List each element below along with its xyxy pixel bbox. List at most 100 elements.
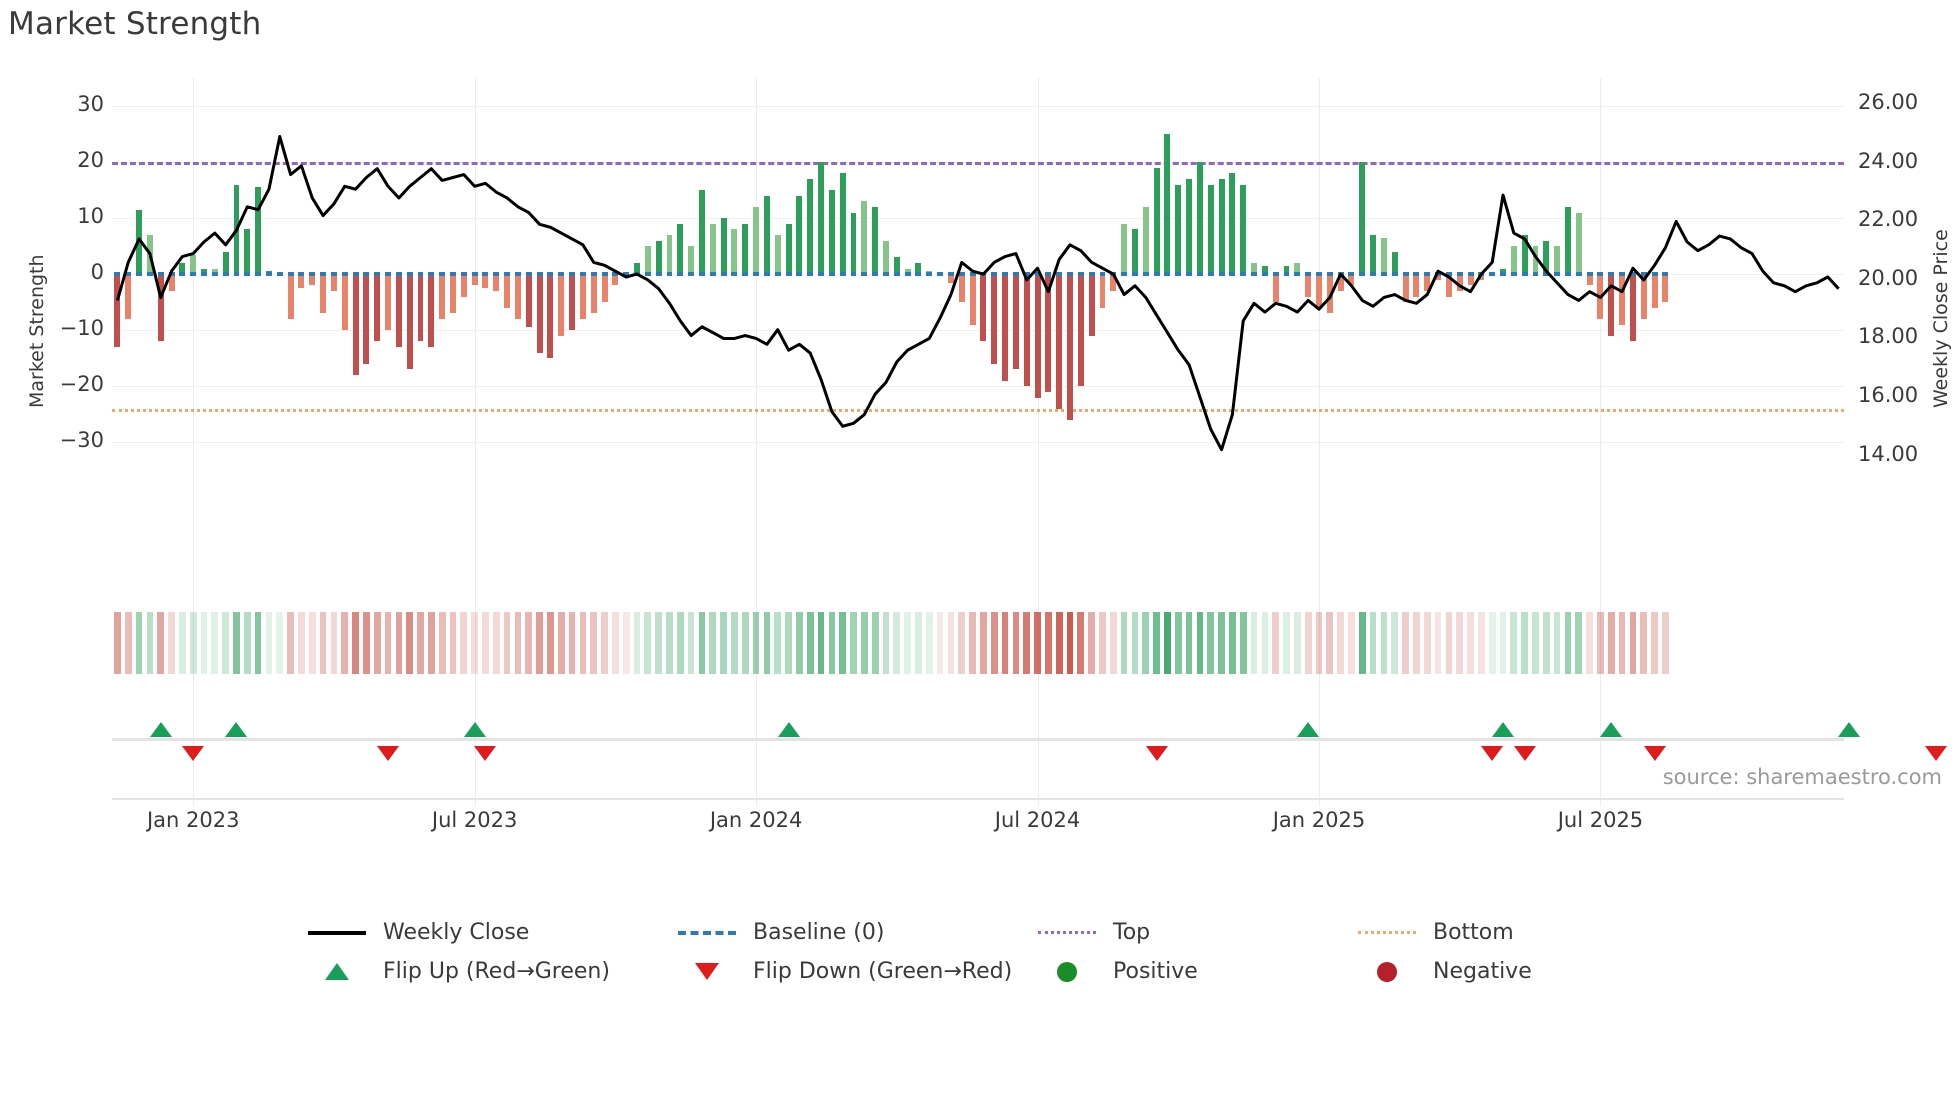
flip-down-marker-icon[interactable] xyxy=(1925,746,1947,761)
table-row xyxy=(1445,274,1452,297)
table-row xyxy=(460,274,467,297)
legend-item[interactable]: Negative xyxy=(1355,959,1655,984)
heatmap-cell xyxy=(763,612,771,674)
baseline-segment xyxy=(1218,272,1225,277)
heatmap-cell xyxy=(514,612,522,674)
table-row xyxy=(1521,234,1528,275)
heatmap-cell xyxy=(1109,612,1117,674)
table-row xyxy=(1088,274,1095,336)
heatmap-cell xyxy=(427,612,435,674)
table-row xyxy=(839,173,846,275)
baseline-segment xyxy=(1456,272,1463,277)
heatmap-cell xyxy=(179,612,186,674)
flip-up-marker-icon[interactable] xyxy=(463,722,486,737)
heatmap-cell xyxy=(568,612,576,674)
baseline-segment xyxy=(969,272,976,277)
heatmap-cell xyxy=(1510,612,1518,674)
flip-down-marker-icon[interactable] xyxy=(1145,746,1168,761)
table-row xyxy=(1402,274,1409,303)
table-row xyxy=(428,274,435,348)
heatmap-cell xyxy=(1153,612,1160,674)
table-row xyxy=(1229,173,1236,275)
table-row xyxy=(450,274,456,314)
heatmap-cell xyxy=(1066,612,1074,674)
baseline-segment xyxy=(1597,272,1604,277)
table-row xyxy=(1640,274,1647,320)
legend-item[interactable]: Weekly Close xyxy=(305,920,675,945)
heatmap-cell xyxy=(406,612,414,674)
table-row xyxy=(872,206,879,275)
threshold-line xyxy=(112,162,1844,166)
table-row xyxy=(969,274,976,325)
flip-down-marker-icon[interactable] xyxy=(182,746,205,761)
table-row xyxy=(201,268,207,275)
flip-up-marker-icon[interactable] xyxy=(149,722,172,737)
flip-up-marker-icon[interactable] xyxy=(777,722,800,737)
flip-down-marker-icon[interactable] xyxy=(474,746,497,761)
table-row xyxy=(980,274,987,342)
baseline-segment xyxy=(1651,272,1658,277)
heatmap-cell xyxy=(417,612,424,674)
flip-down-marker-icon[interactable] xyxy=(1481,746,1504,761)
heatmap-cell xyxy=(525,612,533,674)
baseline-segment xyxy=(460,272,467,277)
table-row xyxy=(1510,246,1517,275)
baseline-segment xyxy=(1305,272,1312,277)
legend-item[interactable]: Top xyxy=(1035,920,1355,945)
heatmap-cell xyxy=(1597,612,1604,674)
flip-down-marker-icon[interactable] xyxy=(377,746,400,761)
baseline-segment xyxy=(1175,272,1182,277)
heatmap-cell xyxy=(308,612,316,674)
heatmap-cell xyxy=(168,612,175,674)
heatmap-cell xyxy=(1196,612,1204,674)
legend-item[interactable]: Bottom xyxy=(1355,920,1655,945)
baseline-segment xyxy=(1500,272,1506,277)
heatmap-cell xyxy=(1434,612,1442,674)
flip-up-marker-icon[interactable] xyxy=(1838,722,1861,737)
legend-item[interactable]: Flip Up (Red→Green) xyxy=(305,959,675,984)
heatmap-cell xyxy=(536,612,543,674)
table-row xyxy=(1391,251,1398,275)
table-row xyxy=(1283,265,1290,275)
flip-up-marker-icon[interactable] xyxy=(1492,722,1514,737)
baseline-segment xyxy=(222,272,229,277)
flip-up-marker-icon[interactable] xyxy=(225,722,248,737)
table-row xyxy=(1218,178,1225,275)
heatmap-cell xyxy=(189,612,197,674)
heatmap-cell xyxy=(146,612,154,674)
table-row xyxy=(211,268,218,275)
legend-item-label: Top xyxy=(1113,920,1151,945)
flip-up-marker-icon[interactable] xyxy=(1297,722,1320,737)
table-row xyxy=(1575,212,1582,275)
baseline-segment xyxy=(1131,272,1138,277)
heatmap-cell xyxy=(839,612,847,674)
heatmap-cell xyxy=(1445,612,1453,674)
table-row xyxy=(1380,237,1387,275)
baseline-segment xyxy=(504,272,511,277)
baseline-segment xyxy=(298,272,305,277)
left-tick-label: 0 xyxy=(90,260,104,285)
heatmap-cell xyxy=(438,612,446,674)
heatmap-cell xyxy=(1001,612,1009,674)
table-row xyxy=(222,251,229,275)
legend-item[interactable]: Baseline (0) xyxy=(675,920,1035,945)
flip-down-marker-icon[interactable] xyxy=(1643,746,1666,761)
table-row xyxy=(244,229,251,275)
table-row xyxy=(493,274,500,291)
flip-down-marker-icon[interactable] xyxy=(1513,746,1536,761)
gridline xyxy=(112,106,1844,108)
table-row xyxy=(1478,274,1485,280)
flip-up-marker-icon[interactable] xyxy=(1600,722,1623,737)
dashed-line-blue xyxy=(675,930,739,935)
baseline-segment xyxy=(850,272,857,277)
table-row xyxy=(796,195,803,275)
baseline-segment xyxy=(1489,272,1496,277)
baseline-segment xyxy=(720,272,727,277)
legend-item[interactable]: Positive xyxy=(1035,959,1355,984)
heatmap-cell xyxy=(1272,612,1280,674)
table-row xyxy=(1196,162,1203,275)
baseline-segment xyxy=(753,272,760,277)
table-row xyxy=(1099,274,1106,308)
legend-item[interactable]: Flip Down (Green→Red) xyxy=(675,959,1035,984)
heatmap-cell xyxy=(1586,612,1593,674)
